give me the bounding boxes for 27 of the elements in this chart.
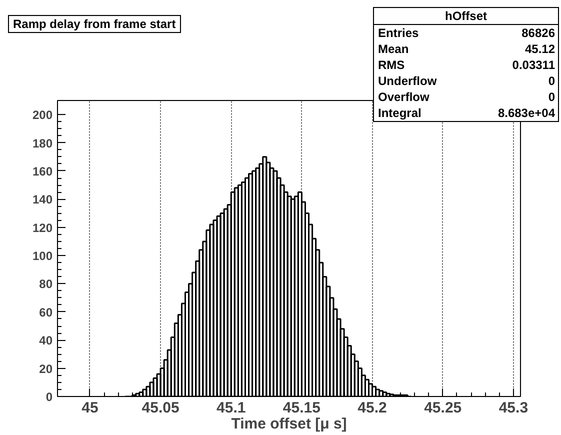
x-tick-label: 45.3 bbox=[498, 400, 528, 416]
y-tick-label: 140 bbox=[32, 192, 53, 207]
x-tick-label: 45.05 bbox=[142, 400, 180, 416]
y-tick-label: 40 bbox=[39, 334, 53, 348]
y-tick-label: 100 bbox=[32, 249, 53, 264]
y-tick-label: 0 bbox=[46, 390, 53, 404]
text: hOffset bbox=[374, 8, 558, 24]
y-tick-label: 200 bbox=[32, 108, 53, 122]
chart-title: Ramp delay from frame start bbox=[8, 15, 181, 33]
y-tick-label: 20 bbox=[39, 362, 53, 376]
x-tick-label: 45.1 bbox=[216, 400, 246, 416]
x-tick-label: 45.2 bbox=[358, 400, 387, 416]
text: Mean 45.12 bbox=[378, 42, 555, 56]
x-tick-label: 45 bbox=[82, 400, 98, 416]
x-axis-title: Time offset [μ s] bbox=[231, 416, 347, 432]
y-tick-label: 120 bbox=[32, 220, 53, 235]
x-tick-label: 45.15 bbox=[282, 400, 320, 416]
text: Underflow 0 bbox=[378, 74, 555, 88]
y-tick-label: 80 bbox=[39, 277, 53, 292]
text: Entries 86826 bbox=[378, 26, 555, 40]
y-tick-label: 60 bbox=[39, 305, 53, 320]
text: RMS 0.03311 bbox=[378, 58, 555, 72]
x-tick-label: 45.25 bbox=[424, 400, 462, 416]
y-tick-label: 160 bbox=[32, 164, 53, 178]
y-tick-label: 180 bbox=[32, 136, 53, 150]
text: Overflow 0 bbox=[378, 90, 555, 104]
text: Integral 8.683e+04 bbox=[378, 106, 555, 120]
